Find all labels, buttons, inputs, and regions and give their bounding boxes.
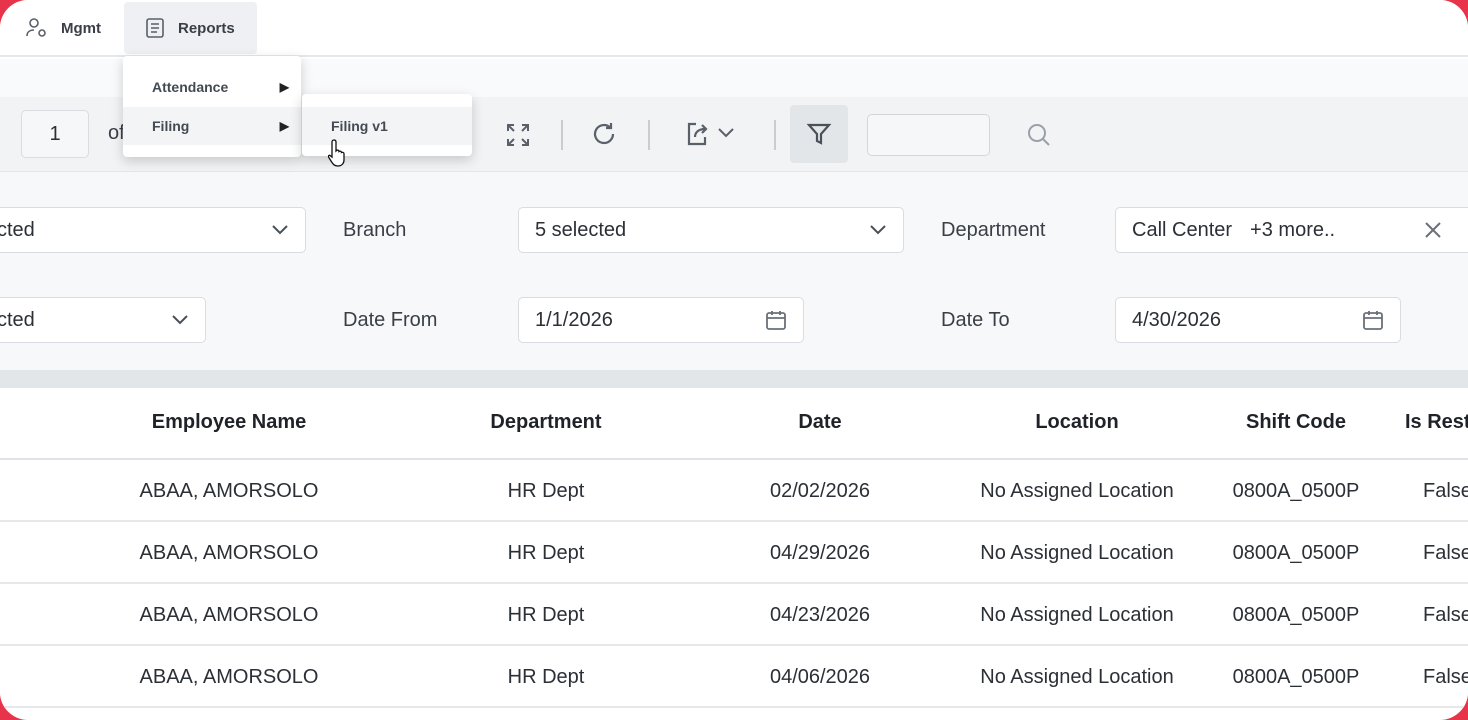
table-cell: HR Dept: [507, 480, 585, 502]
refresh-icon[interactable]: [590, 120, 618, 148]
filing-submenu: Filing v1: [302, 94, 472, 156]
nav-item-reports[interactable]: Reports: [124, 2, 257, 54]
menu-item-label: Filing v1: [331, 118, 388, 134]
select-value: cted: [0, 308, 35, 331]
user-gear-icon: [26, 18, 46, 37]
select-value: Call Center: [1132, 218, 1233, 241]
chevron-down-icon: [272, 225, 288, 235]
caret-right-icon: ▶: [279, 119, 289, 133]
table-row[interactable]: [0, 522, 1468, 584]
nav-item-mgmt[interactable]: Mgmt: [5, 2, 121, 54]
column-header[interactable]: Employee Name: [151, 411, 307, 433]
divider: [561, 120, 563, 150]
table-cell: 04/29/2026: [769, 542, 871, 564]
filter-button[interactable]: [790, 105, 848, 163]
table-cell: 02/02/2026: [769, 480, 871, 502]
table-row[interactable]: [0, 646, 1468, 708]
date-from-label: Date From: [343, 309, 438, 331]
page-of-label: of: [108, 122, 125, 144]
department-label: Department: [941, 219, 1046, 241]
table-cell: 0800A_0500P: [1232, 480, 1360, 502]
table-cell: HR Dept: [507, 542, 585, 564]
branch-select[interactable]: 5 selected: [518, 207, 904, 253]
expand-icon[interactable]: [505, 122, 531, 148]
date-value: 4/30/2026: [1132, 308, 1221, 331]
table-cell: No Assigned Location: [980, 666, 1174, 688]
filter-select-2[interactable]: cted: [0, 297, 206, 343]
table-cell: No Assigned Location: [980, 480, 1174, 502]
reports-menu: Attendance ▶ Filing ▶: [123, 56, 301, 157]
table-cell: ABAA, AMORSOLO: [139, 604, 319, 626]
calendar-icon[interactable]: [1362, 309, 1384, 331]
hand-cursor-icon: [328, 139, 345, 167]
menu-item-label: Filing: [152, 118, 190, 134]
table-cell: 0800A_0500P: [1232, 666, 1360, 688]
chevron-down-icon: [870, 225, 886, 235]
select-value: cted: [0, 218, 35, 241]
date-value: 1/1/2026: [535, 308, 613, 331]
date-to-input[interactable]: 4/30/2026: [1115, 297, 1401, 343]
search-input[interactable]: [867, 114, 990, 156]
nav-label: Reports: [178, 19, 235, 37]
search-icon[interactable]: [1026, 122, 1052, 148]
table-cell: False: [1423, 666, 1468, 688]
column-header[interactable]: Department: [490, 411, 602, 433]
chevron-down-icon[interactable]: [717, 127, 735, 139]
table-cell: 0800A_0500P: [1232, 542, 1360, 564]
table-cell: HR Dept: [507, 604, 585, 626]
section-divider: [0, 370, 1468, 388]
column-header[interactable]: Location: [1035, 411, 1119, 433]
table-cell: ABAA, AMORSOLO: [139, 480, 319, 502]
table-row[interactable]: [0, 584, 1468, 646]
menu-item-label: Attendance: [152, 79, 229, 95]
select-more-count: +3 more..: [1250, 218, 1336, 241]
menu-item-filing-v1[interactable]: Filing v1: [302, 107, 472, 145]
document-icon: [146, 18, 164, 38]
filter-icon: [806, 123, 832, 145]
page-number-input[interactable]: 1: [21, 110, 89, 158]
divider: [774, 120, 776, 150]
table-header: [0, 388, 1468, 460]
table-cell: No Assigned Location: [980, 604, 1174, 626]
filter-select-1[interactable]: cted: [0, 207, 306, 253]
table-cell: No Assigned Location: [980, 542, 1174, 564]
caret-right-icon: ▶: [279, 80, 289, 94]
chevron-down-icon: [172, 315, 188, 325]
date-to-label: Date To: [941, 309, 1010, 331]
table-cell: False: [1423, 604, 1468, 626]
table-cell: False: [1423, 480, 1468, 502]
table-cell: 0800A_0500P: [1232, 604, 1360, 626]
menu-item-filing[interactable]: Filing ▶: [123, 107, 301, 145]
table-cell: 04/06/2026: [769, 666, 871, 688]
export-icon[interactable]: [684, 120, 712, 148]
calendar-icon[interactable]: [765, 309, 787, 331]
close-icon[interactable]: [1424, 221, 1442, 239]
column-header[interactable]: Is Rest: [1405, 411, 1468, 433]
date-from-input[interactable]: 1/1/2026: [518, 297, 804, 343]
department-select[interactable]: Call Center +3 more..: [1115, 207, 1468, 253]
nav-label: Mgmt: [61, 19, 101, 37]
column-header[interactable]: Shift Code: [1246, 411, 1346, 433]
select-value: 5 selected: [535, 218, 627, 241]
table-row[interactable]: [0, 460, 1468, 522]
table-cell: ABAA, AMORSOLO: [139, 542, 319, 564]
table-cell: ABAA, AMORSOLO: [139, 666, 319, 688]
table-cell: False: [1423, 542, 1468, 564]
menu-item-attendance[interactable]: Attendance ▶: [123, 68, 301, 106]
branch-label: Branch: [343, 219, 407, 241]
divider: [648, 120, 650, 150]
column-header[interactable]: Date: [798, 411, 842, 433]
table-cell: HR Dept: [507, 666, 585, 688]
table-cell: 04/23/2026: [769, 604, 871, 626]
